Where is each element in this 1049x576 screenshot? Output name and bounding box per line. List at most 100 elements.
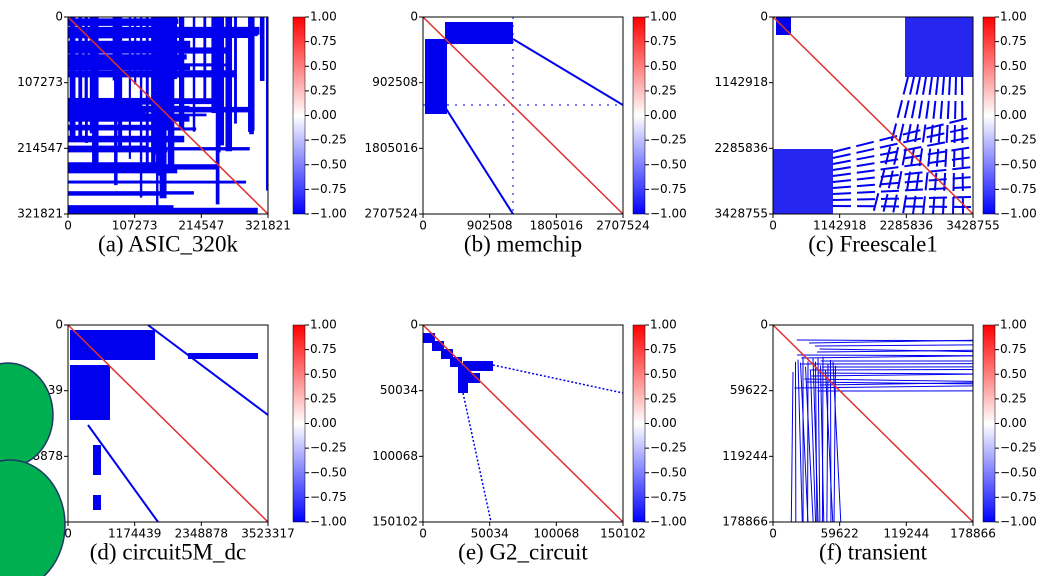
x-tick-label: 2348878 (175, 527, 228, 541)
pattern (139, 17, 143, 198)
colorbar-tick-label: −1.00 (1000, 515, 1037, 529)
colorbar-tick-label: −0.50 (310, 465, 347, 479)
pattern (68, 149, 168, 153)
pattern (832, 166, 973, 183)
diagonal (773, 325, 973, 522)
pattern (463, 361, 493, 371)
x-tick-label: 178866 (950, 527, 996, 541)
pattern (932, 76, 945, 214)
pattern (821, 356, 824, 522)
pattern (902, 76, 927, 214)
colorbar-tick-label: −0.25 (650, 133, 687, 147)
pattern (248, 17, 251, 132)
pattern (211, 17, 217, 114)
x-tick-label: 0 (419, 219, 427, 233)
y-tick-label: 2707524 (365, 207, 418, 221)
matrix-plot: 0 0 59622 59622 119244 119244 178866 178866 1.00… (722, 318, 1037, 565)
pattern (820, 365, 825, 522)
x-tick-label: 0 (419, 527, 427, 541)
matrix-plot: 0 0 902508 902508 1805016 1805016 2707524 27075… (365, 10, 687, 257)
colorbar-tick-label: 1.00 (310, 10, 337, 24)
pattern (450, 357, 462, 367)
colorbar-tick-label: −0.25 (650, 441, 687, 455)
diagonal (68, 325, 268, 522)
pattern (961, 76, 964, 214)
pattern (68, 54, 187, 60)
colorbar-tick-label: −0.50 (650, 465, 687, 479)
x-tick-label: 107273 (112, 219, 158, 233)
y-tick-label: 59622 (730, 383, 768, 397)
x-tick-label: 2707524 (596, 219, 649, 233)
colorbar-tick-label: 0.00 (310, 108, 337, 122)
pattern (512, 38, 623, 106)
pattern (92, 17, 99, 168)
colorbar-tick-label: 0.25 (1000, 391, 1027, 405)
pattern-group (68, 325, 268, 522)
x-tick-label: 3523317 (241, 527, 294, 541)
pattern (266, 17, 268, 98)
pattern (188, 353, 258, 359)
colorbar-tick-label: 0.00 (650, 416, 677, 430)
y-tick-label: 0 (760, 10, 768, 24)
y-tick-label: 1142918 (715, 75, 768, 89)
caption: (c) Freescale1 (808, 231, 938, 256)
pattern (89, 17, 95, 134)
pattern (68, 193, 166, 196)
pattern (832, 196, 973, 201)
colorbar-tick-label: 0.25 (310, 83, 337, 97)
colorbar-tick-label: 0.50 (310, 59, 337, 73)
y-tick-label: 0 (55, 318, 63, 332)
pattern (114, 17, 121, 119)
colorbar-tick-label: 0.75 (650, 342, 677, 356)
colorbar-tick-label: 0.75 (1000, 34, 1027, 48)
pattern (147, 325, 268, 416)
y-tick-label: 0 (410, 318, 418, 332)
colorbar-tick-label: 0.25 (650, 391, 677, 405)
x-tick-label: 1805016 (530, 219, 583, 233)
colorbar-tick-label: 0.00 (1000, 416, 1027, 430)
pattern (69, 17, 76, 139)
pattern (832, 116, 973, 153)
pattern-group (68, 17, 268, 214)
pattern (942, 76, 951, 214)
colorbar-tick-label: 0.50 (650, 59, 677, 73)
colorbar-tick-label: −0.75 (1000, 182, 1037, 196)
pattern (68, 135, 185, 143)
x-tick-label: 0 (64, 527, 72, 541)
colorbar-tick-label: −0.50 (310, 157, 347, 171)
pattern (68, 205, 174, 210)
colorbar-tick-label: 0.25 (1000, 83, 1027, 97)
x-tick-label: 1174439 (108, 527, 161, 541)
pattern (68, 127, 197, 131)
colorbar-tick-label: 0.50 (1000, 59, 1027, 73)
colorbar (292, 324, 306, 523)
pattern (833, 365, 836, 522)
pattern (78, 17, 83, 141)
pattern-group (773, 17, 973, 214)
pattern (151, 17, 158, 155)
pattern-group (423, 325, 623, 522)
pattern (225, 17, 233, 152)
pattern (809, 339, 973, 344)
pattern (156, 17, 164, 176)
colorbar-tick-label: −0.75 (310, 182, 347, 196)
pattern-group (423, 17, 623, 214)
plot-frame (67, 324, 269, 523)
pattern (832, 361, 842, 522)
y-tick-label: 50034 (380, 383, 418, 397)
matrix-plot: 0 0 50034 50034 100068 100068 150102 150102 1.00… (372, 318, 687, 565)
plot-frame (67, 16, 269, 215)
colorbar-tick-label: −1.00 (650, 207, 687, 221)
pattern (167, 17, 175, 170)
pattern (468, 373, 480, 383)
decor-blob (0, 459, 66, 576)
pattern (812, 357, 819, 522)
pattern (203, 17, 207, 104)
pattern (441, 349, 453, 359)
pattern (68, 98, 224, 105)
colorbar-tick-label: −0.75 (650, 182, 687, 196)
colorbar-tick-label: 0.75 (1000, 342, 1027, 356)
colorbar (292, 16, 306, 215)
caption: (b) memchip (464, 231, 582, 256)
